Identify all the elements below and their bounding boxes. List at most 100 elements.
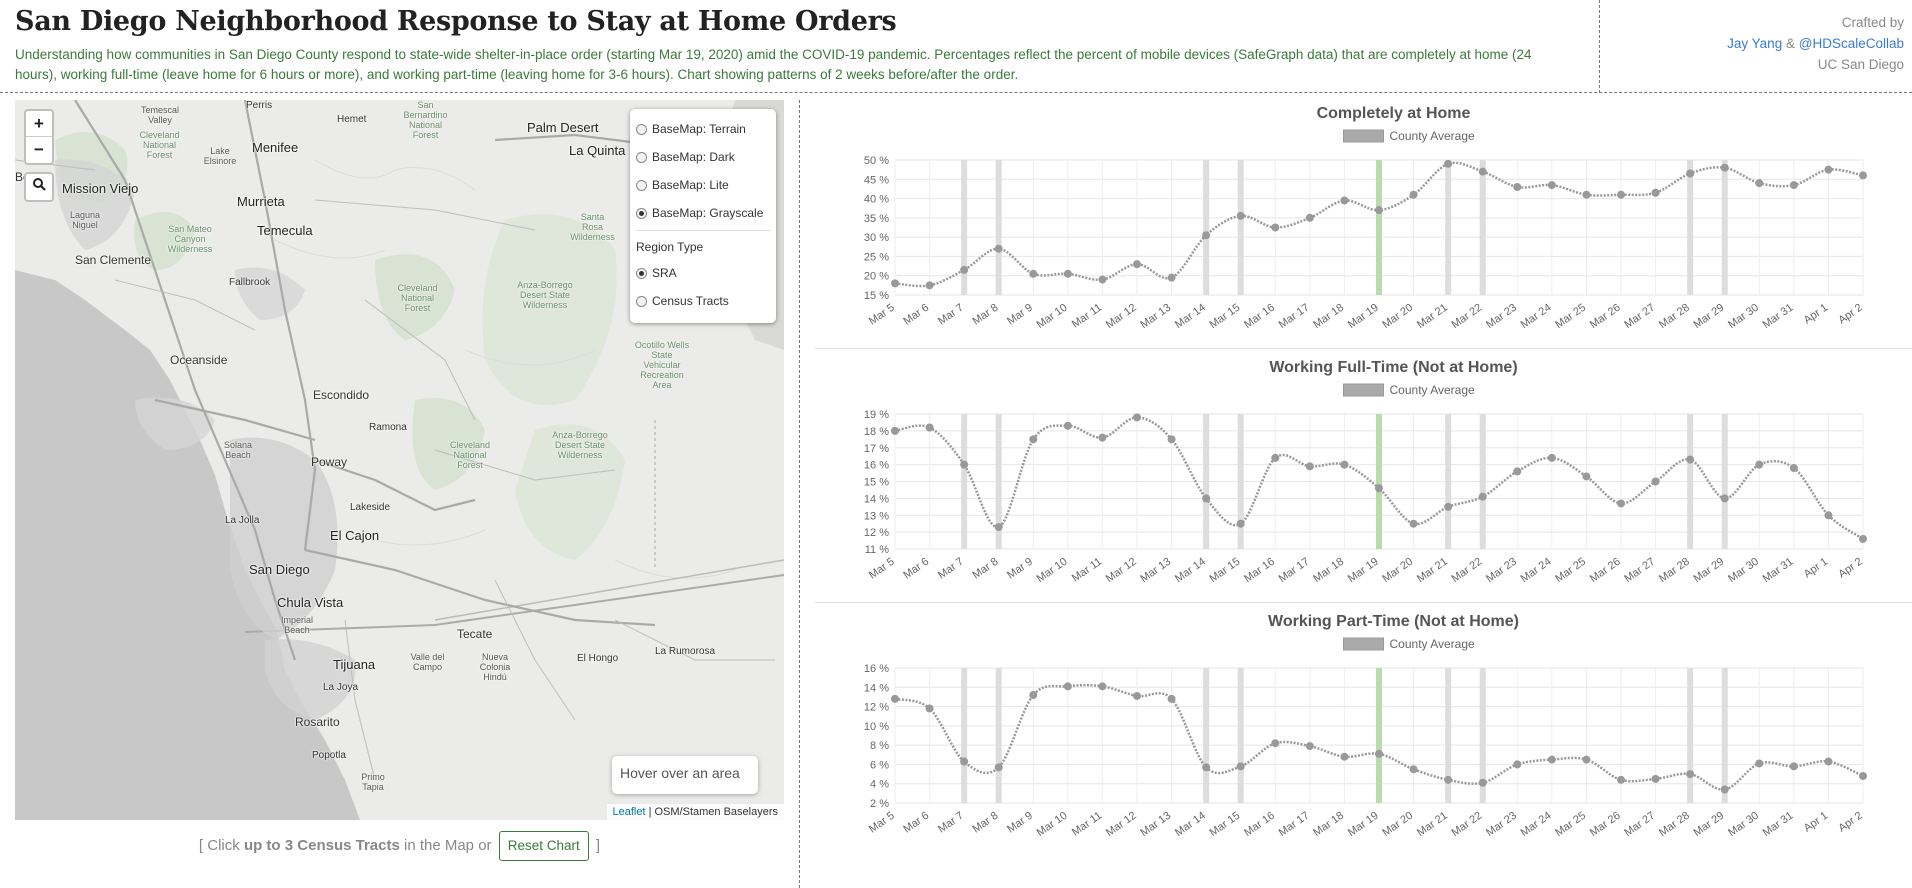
region-option-census-tracts[interactable]: Census Tracts — [636, 287, 770, 315]
instructions-close: ] — [595, 837, 601, 854]
data-point — [1375, 484, 1383, 493]
data-point — [1098, 433, 1107, 442]
data-point — [1305, 213, 1314, 222]
author-link[interactable]: Jay Yang — [1727, 36, 1783, 51]
radio-button[interactable] — [636, 151, 647, 163]
x-tick-label: Mar 30 — [1726, 302, 1761, 331]
data-point — [1617, 775, 1625, 784]
legend-label: County Average — [1390, 383, 1475, 397]
org-link[interactable]: @HDScaleCollab — [1798, 36, 1904, 51]
data-point — [1547, 181, 1556, 190]
x-tick-label: Mar 30 — [1726, 556, 1761, 585]
region-label: Census Tracts — [652, 294, 729, 308]
place-label: San Clemente — [75, 253, 152, 267]
data-point — [1720, 785, 1729, 794]
data-point — [1271, 453, 1280, 462]
radio-button-selected[interactable] — [636, 267, 647, 279]
x-tick-label: Mar 25 — [1553, 556, 1588, 585]
place-label: Ramona — [369, 422, 407, 433]
data-point — [1409, 519, 1418, 528]
weekend-marker — [995, 414, 1002, 549]
attribution-text: | OSM/Stamen Baselayers — [645, 806, 778, 818]
place-label: Palm Desert — [527, 120, 599, 135]
weekend-marker — [995, 160, 1002, 295]
page-header: San Diego Neighborhood Response to Stay … — [0, 0, 1912, 93]
weekend-marker — [1721, 414, 1728, 549]
header-divider — [1599, 0, 1600, 93]
data-point — [994, 523, 1003, 532]
place-label: Ocotillo Wells State Vehicular Recreatio… — [634, 340, 690, 390]
place-label: Valle del Campo — [410, 652, 445, 672]
region-option-sra[interactable]: SRA — [636, 259, 770, 287]
radio-button[interactable] — [636, 179, 647, 191]
place-label: El Hongo — [577, 653, 619, 664]
x-tick-label: Mar 29 — [1691, 302, 1726, 331]
place-label: Fallbrook — [229, 277, 271, 288]
y-tick-label: 25 % — [864, 251, 889, 263]
order-marker — [1376, 414, 1382, 549]
x-tick-label: Mar 15 — [1207, 810, 1242, 839]
data-point — [1755, 460, 1764, 469]
zoom-in-button[interactable]: + — [26, 111, 52, 137]
x-tick-label: Mar 28 — [1657, 556, 1692, 585]
chart-working-full-time: Working Full-Time (Not at Home) County Av… — [864, 359, 1867, 585]
leaflet-link[interactable]: Leaflet — [612, 806, 646, 818]
data-point — [1582, 190, 1591, 199]
place-label: Popotla — [312, 750, 346, 761]
data-point — [960, 265, 969, 274]
data-point — [1236, 519, 1245, 528]
x-tick-label: Mar 9 — [1005, 302, 1035, 328]
data-point — [1755, 179, 1764, 188]
weekend-marker — [1479, 160, 1486, 295]
basemap-option-terrain[interactable]: BaseMap: Terrain — [636, 115, 770, 143]
roads — [15, 159, 775, 781]
chart-instructions: [ Click up to 3 Census Tracts in the Map… — [15, 830, 784, 862]
basemap-option-grayscale[interactable]: BaseMap: Grayscale — [636, 199, 770, 227]
data-point — [1063, 269, 1072, 278]
region-label: SRA — [652, 266, 677, 280]
x-tick-label: Mar 10 — [1035, 302, 1070, 331]
instructions-bold: up to 3 Census Tracts — [243, 837, 400, 854]
place-label: Oceanside — [170, 353, 228, 367]
x-tick-label: Mar 31 — [1761, 556, 1796, 585]
radio-button[interactable] — [636, 123, 647, 135]
layer-separator — [636, 230, 770, 231]
x-tick-label: Mar 12 — [1104, 556, 1139, 585]
x-tick-label: Mar 16 — [1242, 556, 1277, 585]
x-tick-label: Mar 21 — [1415, 556, 1450, 585]
map[interactable]: Temescal Valley Perris Hemet San Bernard… — [15, 100, 784, 820]
place-label: Hemet — [337, 114, 367, 125]
y-tick-label: 50 % — [864, 155, 889, 167]
place-label: Anza-Borrego Desert State Wilderness — [552, 430, 608, 460]
basemap-option-lite[interactable]: BaseMap: Lite — [636, 171, 770, 199]
x-tick-label: Mar 26 — [1588, 302, 1623, 331]
data-point — [960, 460, 969, 469]
place-label: Tijuana — [333, 657, 376, 672]
data-point — [1651, 477, 1660, 486]
x-tick-label: Mar 7 — [936, 556, 966, 582]
data-point — [1029, 435, 1038, 444]
x-tick-label: Mar 17 — [1277, 302, 1312, 331]
y-tick-label: 6 % — [870, 759, 889, 771]
y-tick-label: 16 % — [864, 460, 889, 472]
data-point — [1582, 755, 1591, 764]
place-label: Escondido — [313, 388, 370, 402]
reset-chart-button[interactable]: Reset Chart — [498, 831, 589, 861]
x-tick-label: Mar 16 — [1242, 810, 1277, 839]
chart-separator — [815, 602, 1912, 603]
map-search-button[interactable] — [24, 172, 54, 202]
chart-completely-at-home: Completely at Home County Average 15 % 20 %… — [864, 105, 1867, 331]
weekend-marker — [1445, 668, 1452, 803]
data-point — [1686, 455, 1695, 464]
x-tick-label: Mar 18 — [1311, 556, 1346, 585]
place-label: San Mateo Canyon Wilderness — [167, 224, 213, 254]
radio-button-selected[interactable] — [636, 207, 647, 219]
order-marker — [1376, 160, 1382, 295]
chart-separator — [815, 348, 1912, 349]
radio-button[interactable] — [636, 295, 647, 307]
basemap-option-dark[interactable]: BaseMap: Dark — [636, 143, 770, 171]
basemap-label: BaseMap: Dark — [652, 150, 735, 164]
y-tick-label: 14 % — [864, 493, 889, 505]
zoom-out-button[interactable]: − — [34, 140, 44, 159]
weekend-marker — [995, 668, 1002, 803]
